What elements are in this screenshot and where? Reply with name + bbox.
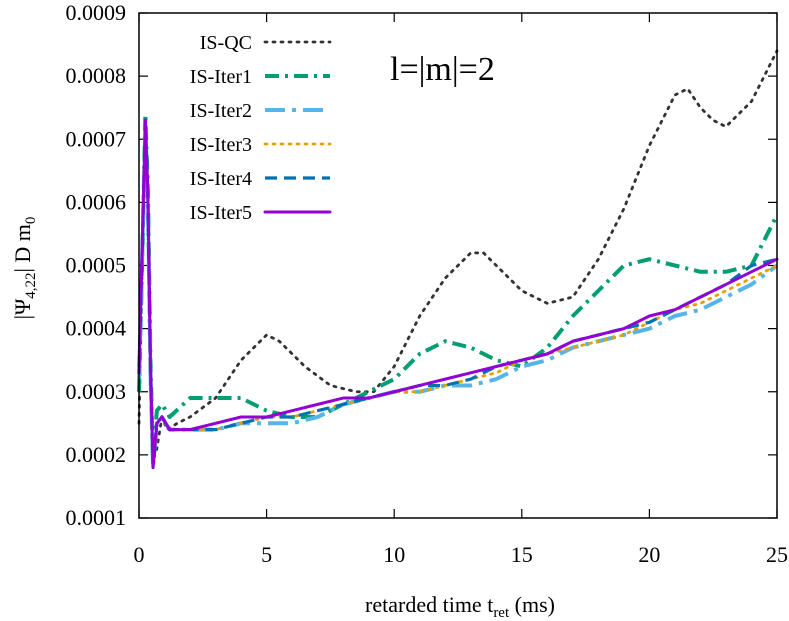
legend-label: IS-Iter3 xyxy=(190,134,252,156)
series-line-is-qc xyxy=(137,49,779,463)
x-tick-label: 10 xyxy=(383,542,405,567)
y-axis-title-pre: |Ψ xyxy=(10,298,35,319)
series-layer xyxy=(137,49,779,470)
y-tick-label: 0.0003 xyxy=(66,379,127,404)
y-tick-label: 0.0006 xyxy=(66,189,127,214)
y-tick-labels: 0.0001 0.0002 0.0003 0.0004 0.0005 0.0006 0.00… xyxy=(66,0,127,530)
y-tick-label: 0.0002 xyxy=(66,442,127,467)
plot-frame xyxy=(138,12,778,519)
legend-label: IS-Iter5 xyxy=(190,202,252,224)
x-axis-title: retarded time tret (ms) xyxy=(365,592,555,621)
y-tick-label: 0.0004 xyxy=(66,316,127,341)
y-tick-label: 0.0009 xyxy=(66,0,127,25)
y-axis-title-sub2: 0 xyxy=(23,217,39,225)
y-tick-label: 0.0001 xyxy=(66,505,127,530)
annotation-text: l=|m|=2 xyxy=(390,51,495,88)
x-tick-label: 25 xyxy=(766,542,788,567)
x-axis-title-main: retarded time t xyxy=(365,592,493,617)
x-axis-title-sub: ret xyxy=(493,605,510,621)
x-tick-label: 15 xyxy=(511,542,533,567)
legend: IS-QC IS-Iter1 IS-Iter2 IS-Iter3 IS-Iter4 IS-… xyxy=(190,32,332,224)
x-tick-label: 5 xyxy=(261,542,272,567)
x-tick-label: 0 xyxy=(134,542,145,567)
legend-label: IS-Iter1 xyxy=(190,66,252,88)
x-tick-label: 20 xyxy=(638,542,660,567)
x-tick-labels: 0 5 10 15 20 25 xyxy=(134,542,789,567)
y-axis-title-sub: 4,22 xyxy=(23,273,39,299)
legend-label: IS-Iter4 xyxy=(190,168,252,190)
y-axis-title: |Ψ4,22| D m0 xyxy=(10,217,39,320)
series-line-is-iter1 xyxy=(137,112,779,464)
series-line-is-iter5 xyxy=(137,118,779,469)
y-tick-label: 0.0007 xyxy=(66,126,127,151)
x-axis-title-tail: (ms) xyxy=(509,592,555,617)
legend-label: IS-QC xyxy=(200,32,252,54)
y-tick-label: 0.0005 xyxy=(66,253,127,278)
y-tick-label: 0.0008 xyxy=(66,63,127,88)
legend-label: IS-Iter2 xyxy=(190,100,252,122)
y-axis-title-post: | D m xyxy=(10,224,35,272)
